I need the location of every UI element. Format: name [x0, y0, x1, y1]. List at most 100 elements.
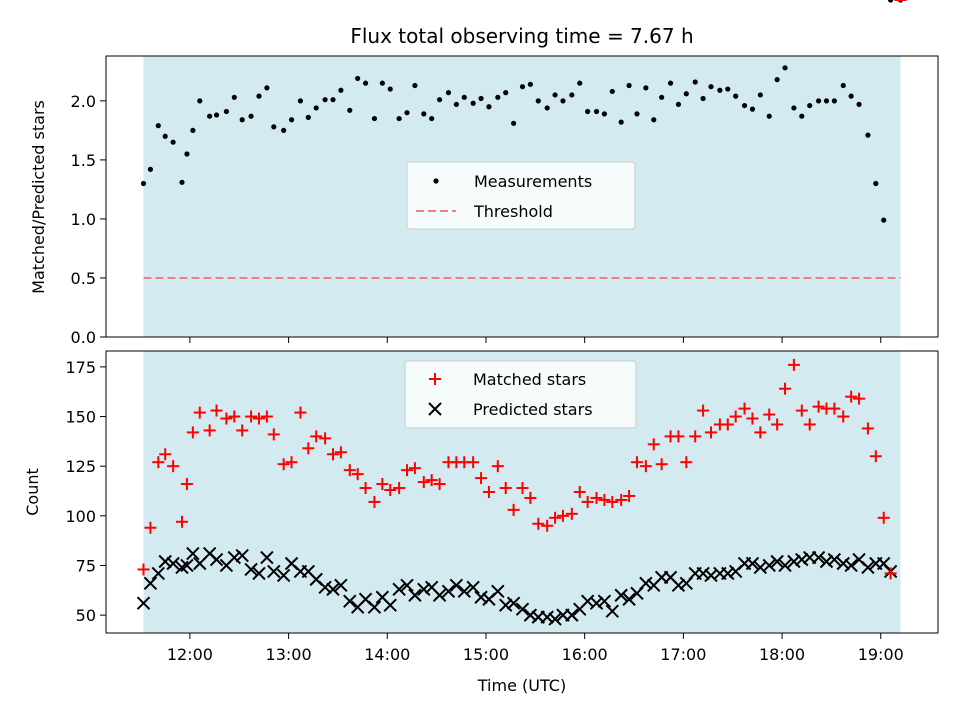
matched-star-point [729, 410, 742, 423]
matched-star-point [623, 489, 636, 502]
measurement-point [147, 166, 154, 172]
predicted-star-point [515, 602, 530, 616]
predicted-star-point [400, 578, 414, 593]
measurement-point [823, 98, 830, 104]
measurement-point [371, 115, 378, 122]
matched-star-point [647, 438, 660, 451]
measurement-point [155, 123, 161, 129]
measurement-point [436, 97, 443, 103]
matched-star-point [326, 448, 339, 461]
predicted-star-point [432, 588, 447, 602]
predicted-star-point [227, 550, 242, 565]
x-tick-label: 18:00 [759, 645, 805, 664]
matched-star-point [655, 458, 668, 471]
matched-star-point [763, 408, 776, 421]
measurement-point [297, 98, 304, 104]
measurement-point [184, 151, 190, 157]
x-axis-label: Time (UTC) [477, 676, 566, 695]
measurement-point [453, 101, 459, 108]
matched-star-point [302, 442, 315, 455]
measurement-point [527, 81, 533, 87]
predicted-star-point [392, 582, 406, 597]
matched-star-point [697, 404, 710, 417]
measurement-point [848, 93, 854, 99]
measurement-point [675, 101, 682, 108]
matched-star-point [368, 495, 381, 508]
predicted-star-point [326, 582, 340, 597]
measurement-point [733, 93, 739, 99]
matched-star-point [152, 456, 165, 469]
measurement-point [190, 127, 196, 133]
measurement-point [782, 65, 788, 71]
measurement-point [429, 115, 435, 122]
measurement-point [313, 105, 319, 111]
legend-measurements-label: Measurements [474, 172, 592, 191]
matched-star-point [310, 430, 323, 443]
measurements-series [140, 0, 904, 223]
matched-star-point [672, 430, 685, 443]
y-tick-label: 1.0 [71, 210, 96, 229]
x-tick-label: 13:00 [266, 645, 312, 664]
measurement-point [421, 111, 427, 117]
matched-star-point [482, 486, 495, 498]
measurement-point [766, 113, 772, 119]
measurement-point [379, 80, 385, 86]
legend-matched-marker [429, 373, 441, 385]
measurement-point [840, 82, 846, 89]
matched-star-point [343, 464, 356, 477]
matched-star-point [771, 418, 784, 431]
matched-star-point [359, 482, 372, 495]
bottom-legend: Matched stars Predicted stars [404, 360, 637, 429]
measurement-point [387, 86, 393, 92]
bottom-y-axis-label: Count [23, 468, 42, 516]
predicted-star-point [721, 566, 735, 581]
matched-star-point [475, 472, 488, 485]
matched-star-point [630, 456, 643, 469]
matched-star-point [615, 493, 628, 506]
matched-star-point [738, 402, 751, 415]
matched-star-point [541, 519, 554, 532]
predicted-star-point [540, 610, 554, 624]
measurement-point [486, 104, 492, 110]
legend-threshold-label: Threshold [473, 202, 553, 221]
matched-star-point [408, 462, 421, 475]
measurement-point [634, 111, 640, 117]
bottom-panel: 50 75 100 125 150 175 12:00 13:00 14:00 15:00 16:… [23, 0, 939, 695]
matched-star-point [167, 460, 180, 473]
matched-star-point [433, 478, 446, 491]
legend-predicted-label: Predicted stars [473, 400, 593, 419]
matched-star-point [144, 521, 157, 534]
matched-star-point [721, 418, 734, 431]
matched-star-point [499, 482, 512, 495]
matched-star-point [689, 430, 702, 443]
measurement-point [618, 119, 624, 125]
predicted-star-point [523, 608, 538, 622]
legend-predicted-marker [428, 402, 442, 416]
predicted-star-point [589, 596, 604, 610]
predicted-star-point [180, 558, 194, 573]
matched-star-point [598, 493, 611, 506]
matched-star-point [467, 456, 480, 469]
measurement-point [362, 80, 369, 86]
top-legend: Measurements Threshold [406, 161, 636, 230]
measurement-point [708, 84, 714, 90]
measurement-point [404, 110, 410, 116]
matched-star-point [267, 428, 280, 441]
bottom-series [136, 0, 907, 626]
x-tick-label: 12:00 [167, 645, 213, 664]
predicted-star-point [491, 584, 505, 599]
y-tick-label: 100 [65, 507, 96, 526]
matched-star-point [606, 495, 619, 508]
predicted-star-point [787, 554, 801, 569]
predicted-star-point [343, 594, 357, 608]
matched-star-point [845, 390, 858, 403]
matched-star-point [828, 402, 841, 415]
measurement-point [223, 108, 230, 115]
predicted-star-point [745, 556, 760, 571]
predicted-star-point [235, 548, 249, 563]
predicted-star-point [597, 594, 612, 608]
predicted-star-point [844, 558, 858, 573]
measurement-point [239, 117, 245, 123]
matched-star-point [393, 482, 406, 495]
measurement-point [248, 113, 254, 119]
